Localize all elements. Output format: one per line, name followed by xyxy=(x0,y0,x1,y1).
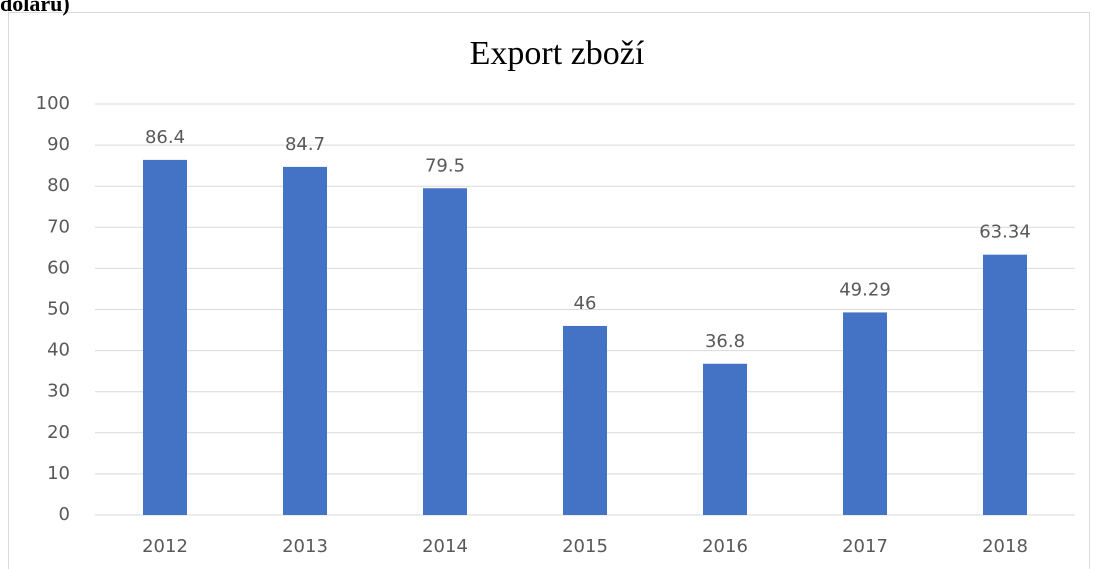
caption: dolaru) xyxy=(0,0,70,16)
bar xyxy=(843,312,887,515)
y-tick-label: 50 xyxy=(47,299,70,320)
x-tick-label: 2014 xyxy=(422,536,468,557)
y-tick-label: 0 xyxy=(59,504,70,525)
data-label: 46 xyxy=(574,293,597,314)
chart-title: Export zboží xyxy=(470,35,645,72)
x-tick-label: 2012 xyxy=(142,536,188,557)
data-label: 86.4 xyxy=(145,127,185,148)
x-tick-label: 2015 xyxy=(562,536,608,557)
y-tick-label: 90 xyxy=(47,134,70,155)
data-label: 36.8 xyxy=(705,331,745,352)
x-tick-label: 2018 xyxy=(982,536,1028,557)
y-tick-label: 20 xyxy=(47,422,70,443)
data-label: 49.29 xyxy=(839,279,891,300)
data-label: 63.34 xyxy=(979,222,1031,243)
y-tick-label: 60 xyxy=(47,257,70,278)
bar xyxy=(143,159,187,515)
x-tick-label: 2017 xyxy=(842,536,888,557)
y-tick-label: 80 xyxy=(47,175,70,196)
bar xyxy=(703,363,747,515)
y-tick-label: 40 xyxy=(47,340,70,361)
y-tick-label: 70 xyxy=(47,216,70,237)
bar xyxy=(563,325,607,515)
y-tick-label: 30 xyxy=(47,381,70,402)
x-tick-label: 2013 xyxy=(282,536,328,557)
y-tick-label: 10 xyxy=(47,463,70,484)
chart-frame xyxy=(8,12,1090,569)
bar xyxy=(423,188,467,515)
bar xyxy=(983,254,1027,515)
y-tick-label: 100 xyxy=(36,93,70,114)
bar xyxy=(283,166,327,515)
data-label: 84.7 xyxy=(285,134,325,155)
caption-bg xyxy=(0,0,110,12)
x-tick-label: 2016 xyxy=(702,536,748,557)
data-label: 79.5 xyxy=(425,155,465,176)
